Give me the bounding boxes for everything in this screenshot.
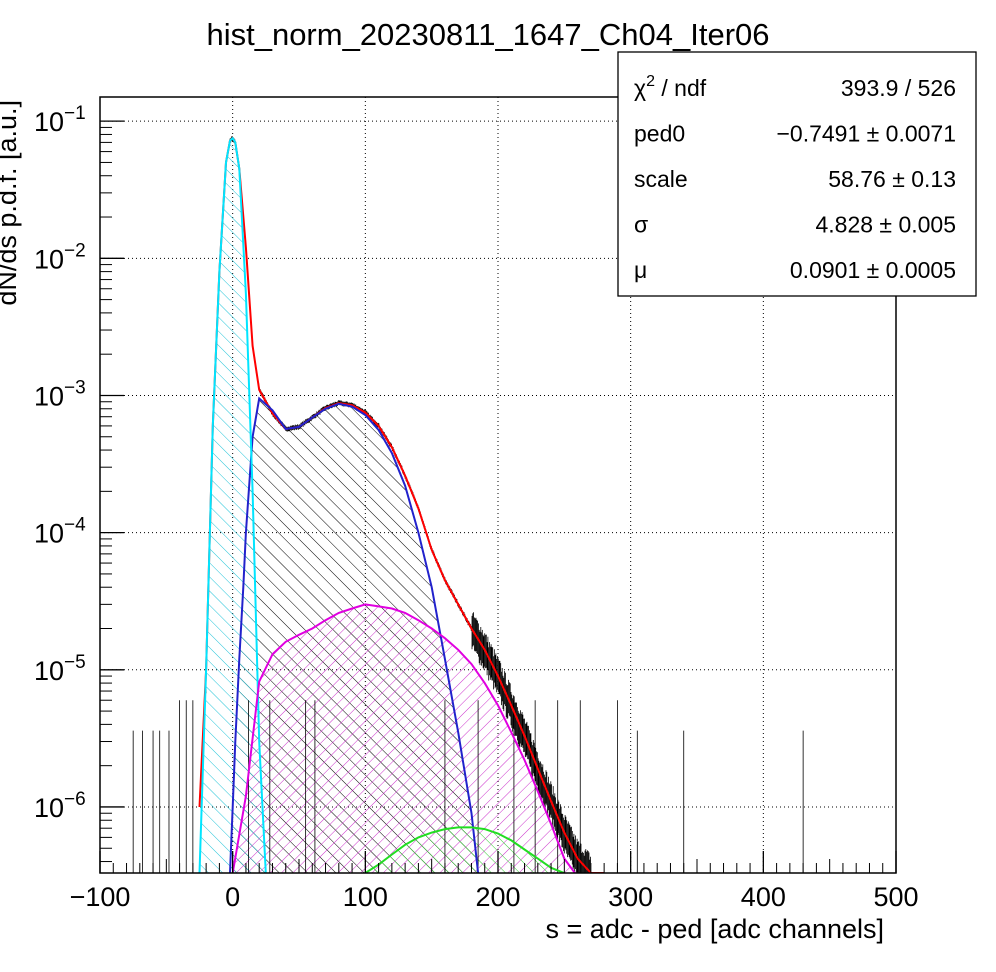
stats-value: 393.9 / 526 — [841, 75, 956, 101]
y-tick-label: 10−6 — [34, 789, 86, 823]
x-tick-label: 100 — [343, 882, 388, 912]
chart-title: hist_norm_20230811_1647_Ch04_Iter06 — [206, 17, 769, 52]
stats-label: scale — [634, 166, 688, 192]
stats-value: −0.7491 ± 0.0071 — [776, 121, 956, 147]
series-line-2 — [198, 136, 267, 873]
series-fill-2 — [199, 138, 266, 873]
x-tick-label: 200 — [475, 882, 520, 912]
component-fills — [199, 138, 575, 873]
x-tick-label: 0 — [225, 882, 240, 912]
stats-value: 0.0901 ± 0.0005 — [790, 257, 956, 283]
stats-label: χ2 / ndf — [634, 73, 707, 101]
x-tick-label: 300 — [608, 882, 653, 912]
stats-label: μ — [634, 257, 647, 283]
stats-box: χ2 / ndf 393.9 / 526 ped0 −0.7491 ± 0.0071 s… — [617, 51, 977, 297]
series-fill-4 — [365, 827, 565, 873]
y-tick-label: 10−1 — [34, 103, 86, 137]
y-axis: 10−6 10−5 10−4 10−3 10−2 10−1 — [34, 103, 124, 863]
stats-value: 4.828 ± 0.005 — [815, 212, 956, 238]
stats-label: σ — [634, 212, 648, 238]
series-line-3 — [231, 603, 576, 873]
y-axis-title: dN/ds p.d.f. [a.u.] — [0, 100, 22, 306]
y-tick-label: 10−5 — [34, 652, 86, 686]
y-tick-label: 10−4 — [34, 515, 86, 549]
x-tick-label: −100 — [70, 882, 131, 912]
stats-box-frame — [617, 51, 977, 297]
stats-label: ped0 — [634, 121, 685, 147]
y-tick-label: 10−3 — [34, 377, 86, 411]
series-fill-3 — [232, 604, 575, 873]
y-tick-label: 10−2 — [34, 240, 86, 274]
x-tick-label: 400 — [741, 882, 786, 912]
x-axis-title: s = adc - ped [adc channels] — [546, 914, 884, 944]
x-tick-label: 500 — [873, 882, 918, 912]
stats-value: 58.76 ± 0.13 — [828, 166, 956, 192]
fit-curves — [198, 136, 605, 873]
x-axis: −100 0 100 200 300 400 500 — [70, 851, 919, 912]
series-line-4 — [364, 826, 565, 873]
series-line-1 — [229, 396, 480, 873]
